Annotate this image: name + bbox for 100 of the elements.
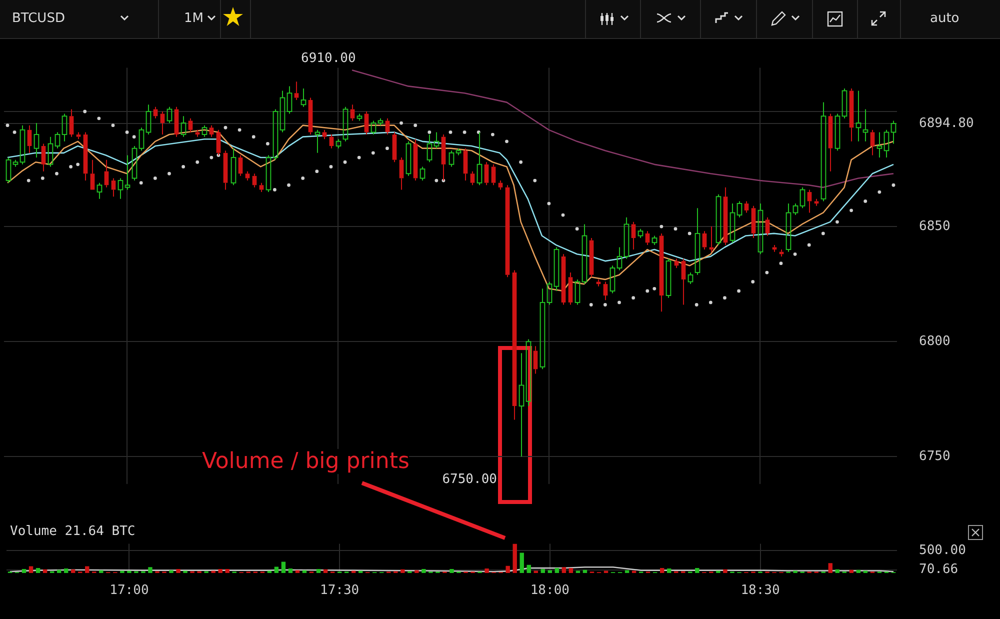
candlestick (41, 143, 46, 172)
candlestick (807, 189, 812, 214)
candlestick (34, 122, 40, 158)
candlestick (308, 97, 313, 136)
y-tick-label: 6750 (919, 448, 950, 464)
candlestick (814, 198, 819, 206)
candlestick (294, 81, 299, 101)
candlestick (786, 203, 792, 252)
bar (582, 570, 588, 573)
text: auto (930, 11, 960, 26)
bar (562, 567, 566, 573)
candlestick (603, 281, 608, 301)
bar (42, 569, 48, 573)
candlestick (533, 346, 538, 374)
candlestick (124, 154, 130, 190)
candlestick (723, 186, 728, 246)
candlestick (463, 148, 468, 182)
candlestick (69, 108, 74, 138)
candlestick (174, 106, 179, 138)
candlestick (434, 132, 440, 149)
candlestick (709, 226, 714, 252)
candlestick (399, 157, 404, 190)
bar (176, 568, 180, 573)
candlestick (195, 129, 200, 138)
candlestick (146, 104, 152, 136)
bar (85, 566, 90, 573)
bar (828, 563, 832, 573)
candlestick (364, 111, 369, 136)
bar (554, 568, 560, 573)
bar (323, 569, 328, 573)
candlestick (252, 173, 257, 188)
candlestick (631, 221, 636, 250)
x-tick-label: 17:30 (320, 583, 360, 598)
bar (835, 569, 840, 573)
candlestick (153, 106, 158, 119)
candlestick (27, 124, 32, 154)
x-tick-label: 18:00 (530, 583, 570, 598)
bar (56, 570, 62, 573)
bar (667, 568, 672, 573)
text: 1M (184, 11, 204, 26)
candlestick (300, 88, 306, 108)
bar (36, 568, 40, 573)
candlestick (518, 352, 524, 458)
candlestick (280, 90, 286, 133)
candlestick (582, 224, 588, 285)
candlestick (209, 124, 214, 138)
candlestick (238, 154, 243, 176)
candlestick (498, 180, 503, 190)
candlestick (413, 138, 418, 182)
candlestick (90, 159, 95, 190)
candlestick (245, 170, 250, 182)
candlestick (104, 159, 109, 188)
candlestick (561, 254, 566, 306)
candlestick (828, 113, 833, 172)
candlestick (48, 136, 54, 168)
bar (484, 568, 489, 573)
bar (422, 568, 426, 573)
bar (723, 569, 728, 573)
candlestick (76, 132, 81, 140)
bar (148, 567, 152, 573)
candlestick (426, 134, 432, 163)
bar (281, 562, 286, 573)
candlestick (160, 111, 165, 136)
annotation: Volume / big prints (202, 449, 410, 474)
bar (169, 570, 174, 573)
x-tick-label: 17:00 (110, 583, 149, 598)
bar (400, 569, 405, 573)
y-tick-label: 70.66 (919, 562, 958, 578)
candlestick (681, 258, 686, 306)
bar (288, 568, 293, 573)
text: 6910.00 (301, 51, 356, 66)
y-tick-label: 6850 (919, 218, 950, 234)
candlestick (884, 129, 890, 158)
candlestick (385, 118, 390, 136)
bar (520, 552, 524, 573)
bar (506, 566, 510, 573)
bar (274, 566, 279, 573)
y-tick-label: 6800 (919, 334, 950, 349)
bar (218, 568, 222, 573)
bar (450, 568, 454, 573)
bar (660, 568, 664, 573)
candlestick (624, 216, 630, 260)
candlestick (862, 108, 868, 142)
candlestick (702, 230, 707, 250)
bar (849, 570, 854, 573)
candlestick (694, 208, 700, 276)
bar (414, 570, 419, 573)
candlestick (589, 238, 594, 278)
candlestick (505, 184, 510, 278)
candlestick (820, 102, 826, 202)
bar (28, 566, 34, 573)
candlestick (118, 178, 124, 200)
bar (64, 568, 68, 573)
bar (22, 568, 26, 573)
candlestick (259, 182, 264, 193)
candlestick (392, 132, 397, 163)
candlestick (659, 232, 664, 312)
candlestick (96, 182, 102, 200)
candlestick (540, 288, 546, 370)
candlestick (223, 150, 228, 190)
